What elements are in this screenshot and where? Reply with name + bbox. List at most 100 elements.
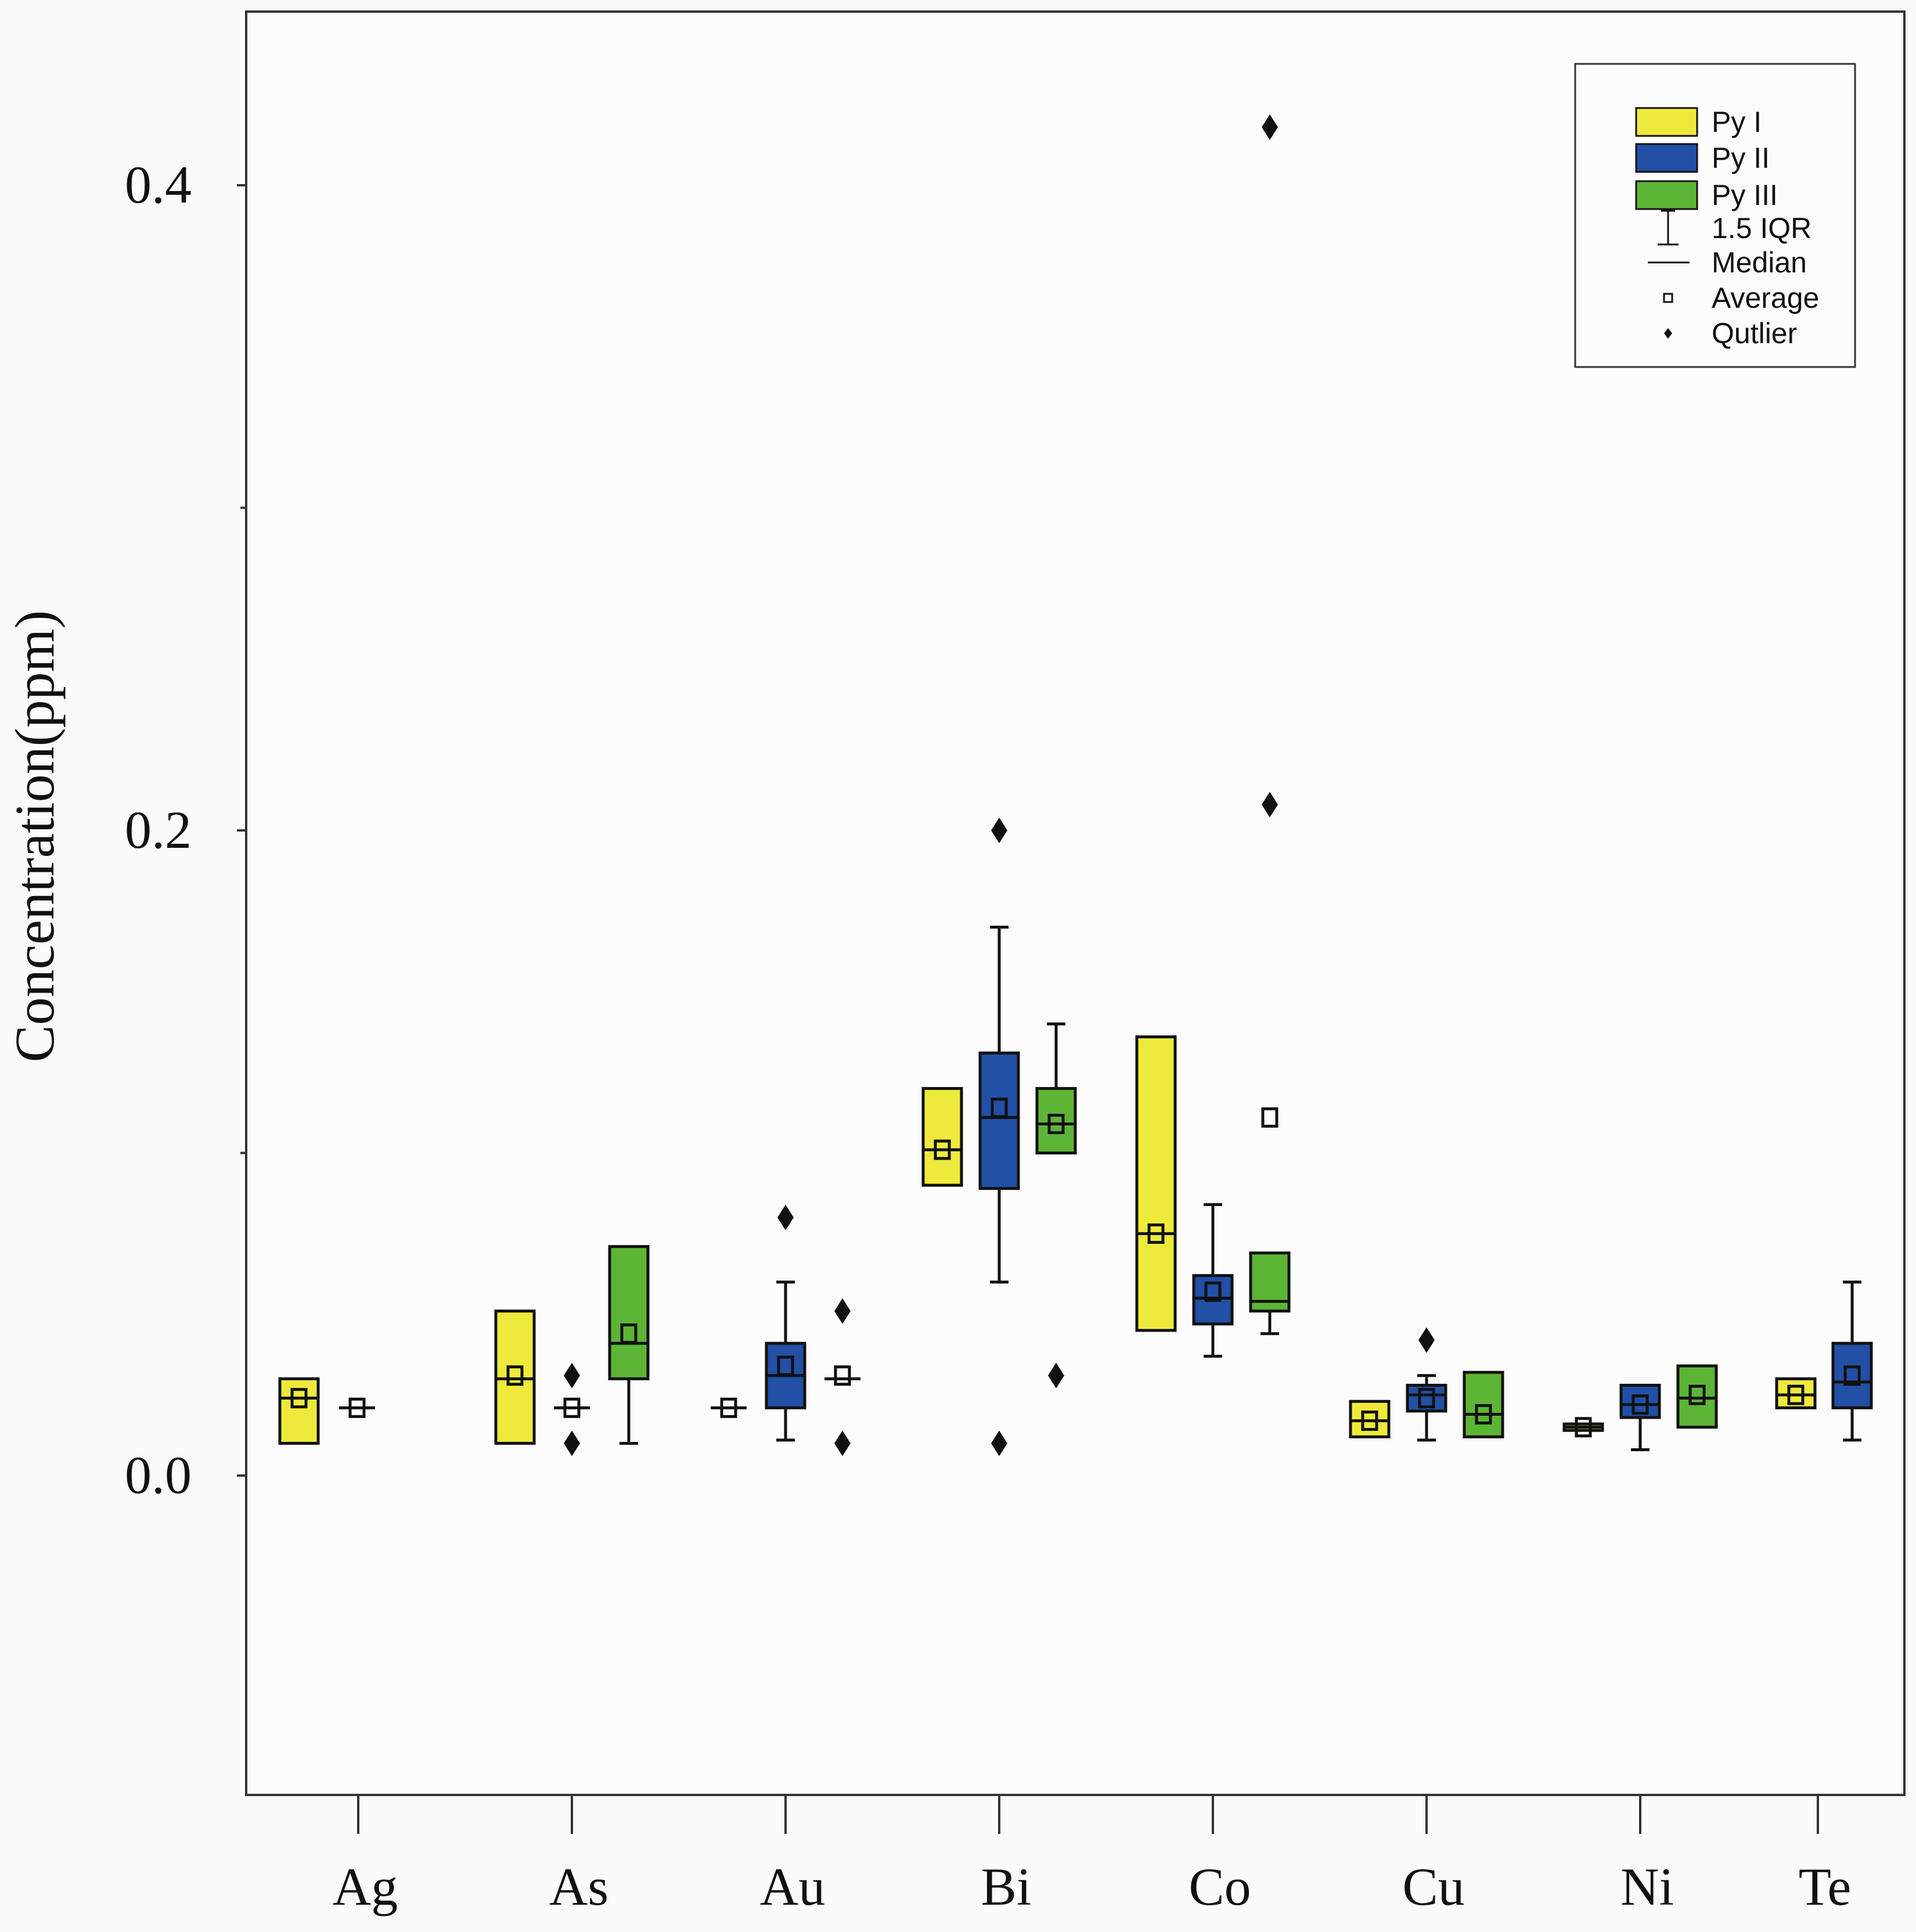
iqr-box — [1349, 1399, 1391, 1438]
mean-marker — [620, 1323, 638, 1344]
mean-marker — [1204, 1281, 1222, 1302]
mean-marker — [348, 1397, 366, 1418]
mean-marker — [506, 1365, 524, 1386]
iqr-box — [278, 1377, 320, 1445]
outlier-marker — [1418, 1327, 1435, 1353]
legend-label: Py III — [1712, 179, 1778, 211]
iqr-box — [1676, 1364, 1718, 1429]
y-axis: 0.0 0.2 0.4 — [125, 155, 246, 1505]
box-te-py-i — [1775, 1377, 1817, 1409]
iqr-box — [1831, 1341, 1873, 1409]
y-tick-label: 0.2 — [125, 800, 192, 859]
legend-item-median: Median — [1648, 246, 1807, 279]
outlier-marker — [564, 1362, 580, 1388]
x-tick-label-co: Co — [1189, 1857, 1251, 1916]
outlier-marker — [991, 818, 1007, 843]
x-tick-label-cu: Cu — [1402, 1857, 1464, 1916]
box-co-py-ii — [1192, 1203, 1234, 1358]
mean-marker — [720, 1397, 737, 1418]
legend-item-py-ii: Py II — [1635, 142, 1770, 174]
mean-marker — [777, 1355, 794, 1376]
mean-marker — [1047, 1114, 1065, 1135]
box-as-py-iii — [608, 1245, 650, 1445]
box-te-py-ii — [1831, 1280, 1873, 1442]
mean-marker — [1147, 1223, 1165, 1244]
legend-label: Average — [1712, 282, 1819, 314]
mean-marker — [1475, 1404, 1492, 1424]
box-bi-py-i — [921, 1086, 963, 1187]
outlier-marker — [991, 1430, 1007, 1456]
box-bi-py-ii — [978, 818, 1020, 1456]
mean-marker — [1418, 1388, 1435, 1409]
mean-marker — [1688, 1384, 1706, 1405]
box-au-py-i — [711, 1397, 747, 1418]
mean-marker — [1843, 1365, 1861, 1386]
mean-marker — [1632, 1394, 1649, 1415]
legend-swatch — [1635, 107, 1698, 137]
legend-item-average: Average — [1663, 282, 1819, 314]
mean-marker — [1787, 1384, 1805, 1405]
y-tick-label: 0.0 — [125, 1445, 192, 1505]
box-ag-py-ii — [339, 1397, 375, 1418]
mean-marker — [934, 1139, 951, 1160]
box-cu-py-ii — [1406, 1327, 1447, 1442]
x-tick-label-bi: Bi — [981, 1857, 1032, 1916]
iqr-box — [978, 1051, 1020, 1190]
legend-label: Py II — [1712, 142, 1770, 174]
x-axis: Ag As Au Bi Co Cu Ni Te — [333, 1795, 1852, 1916]
box-au-py-ii — [765, 1204, 806, 1442]
iqr-box — [1775, 1377, 1817, 1409]
outlier-marker — [1262, 791, 1278, 818]
x-tick-label-ni: Ni — [1620, 1857, 1674, 1916]
mean-marker — [563, 1397, 581, 1418]
box-au-py-iii — [824, 1298, 860, 1456]
box-ag-py-i — [278, 1377, 320, 1445]
outlier-marker — [834, 1430, 851, 1456]
legend-item-py-i: Py I — [1635, 106, 1762, 138]
mean-marker — [290, 1388, 308, 1409]
mean-marker — [834, 1365, 851, 1386]
iqr-box — [494, 1309, 536, 1445]
box-co-py-i — [1135, 1035, 1177, 1332]
outlier-marker — [1048, 1362, 1064, 1388]
mean-marker — [1261, 1107, 1278, 1128]
x-tick-label-te: Te — [1799, 1857, 1852, 1916]
x-tick-label-ag: Ag — [333, 1857, 398, 1916]
outlier-marker — [564, 1430, 580, 1456]
iqr-box — [1035, 1086, 1077, 1155]
boxes-layer — [278, 114, 1873, 1456]
mean-marker — [991, 1098, 1008, 1118]
box-as-py-ii — [554, 1362, 590, 1456]
mean-marker — [1361, 1411, 1378, 1431]
legend-item-py-iii: Py III — [1635, 179, 1778, 211]
box-as-py-i — [494, 1309, 536, 1445]
box-cu-py-iii — [1463, 1370, 1504, 1438]
y-tick-label: 0.4 — [125, 155, 192, 214]
legend-swatch — [1635, 180, 1698, 210]
iqr-box — [608, 1245, 650, 1380]
legend-swatch — [1635, 143, 1698, 173]
legend-label: Median — [1712, 246, 1807, 279]
legend-frame — [1574, 63, 1856, 368]
outlier-marker — [834, 1298, 851, 1324]
x-tick-label-au: Au — [760, 1857, 825, 1916]
legend-label: Qutlier — [1712, 317, 1797, 350]
legend-label: Py I — [1712, 106, 1762, 138]
legend-item-qutlier: Qutlier — [1664, 317, 1797, 350]
legend-label: 1.5 IQR — [1712, 212, 1811, 244]
iqr-box — [921, 1086, 963, 1187]
legend-outlier-symbol — [1664, 328, 1672, 339]
box-ni-py-ii — [1619, 1383, 1661, 1452]
outlier-marker — [1262, 114, 1278, 141]
box-ni-py-i — [1562, 1417, 1604, 1438]
outlier-marker — [777, 1204, 794, 1231]
iqr-box — [1135, 1035, 1177, 1332]
box-ni-py-iii — [1676, 1364, 1718, 1429]
box-cu-py-i — [1349, 1399, 1391, 1438]
mean-marker — [1575, 1417, 1592, 1438]
x-tick-label-as: As — [549, 1857, 608, 1916]
y-axis-label: Concentration(ppm) — [3, 610, 66, 1062]
legend-item-1.5-iqr: 1.5 IQR — [1658, 210, 1811, 246]
